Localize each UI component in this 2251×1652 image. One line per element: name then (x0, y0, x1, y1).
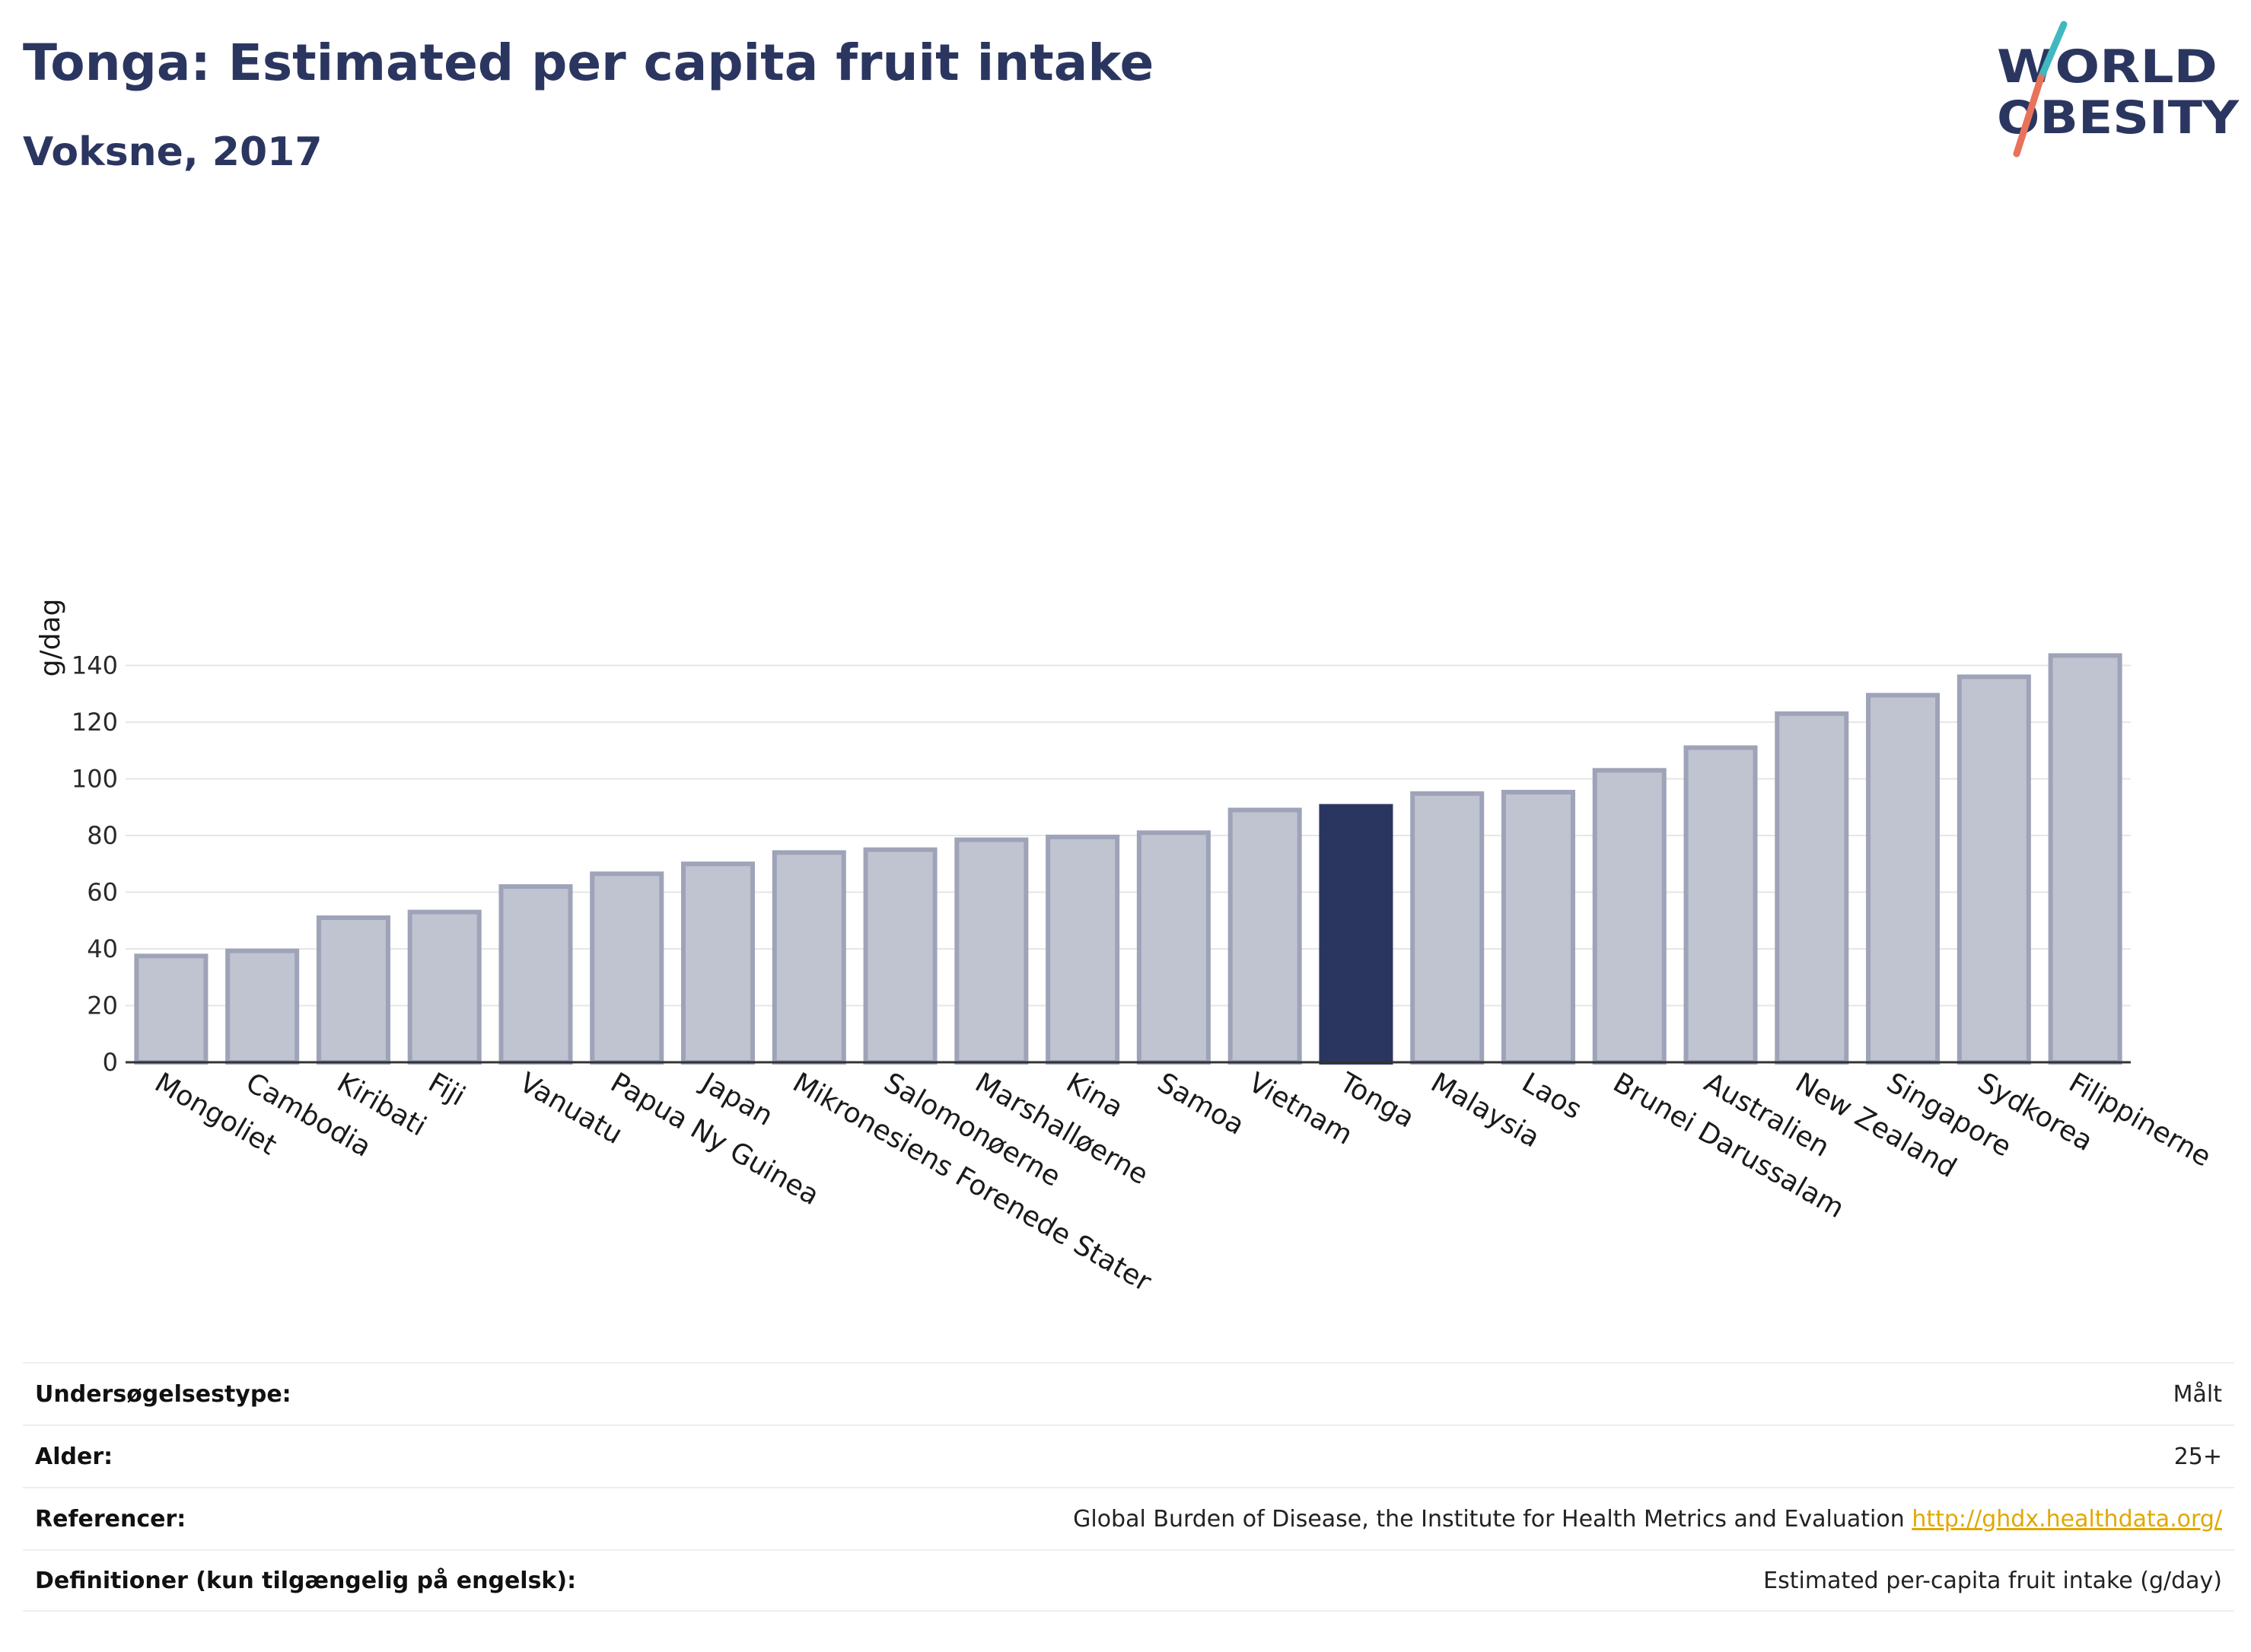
logo-line-1: WORLD (1997, 40, 2218, 94)
world-obesity-logo: WORLD OBESITY (1997, 21, 2240, 158)
info-row-references: Referencer: Global Burden of Disease, th… (23, 1487, 2234, 1549)
bar-laos (1501, 790, 1575, 1065)
x-tick-label: Kina (1061, 1067, 1128, 1124)
bar-mongoliet (134, 953, 209, 1065)
bar-fiji (407, 909, 482, 1065)
bar-new-zealand (1775, 711, 1849, 1065)
bar-tonga (1319, 804, 1393, 1065)
y-tick-label: 40 (87, 934, 118, 963)
bar-malaysia (1410, 791, 1485, 1065)
bar-samoa (1136, 830, 1211, 1065)
bar-filippinerne (2048, 653, 2122, 1065)
page-subtitle: Voksne, 2017 (23, 129, 323, 175)
info-row-age: Alder: 25+ (23, 1424, 2234, 1487)
bar-australien (1683, 745, 1758, 1065)
y-tick-label: 20 (87, 992, 118, 1020)
bar-kiribati (316, 915, 390, 1065)
bar-vietnam (1227, 807, 1302, 1065)
bar-salomonøerne (863, 847, 938, 1065)
y-tick-label: 60 (87, 878, 118, 907)
bars (134, 653, 2122, 1065)
info-value: 25+ (2173, 1443, 2222, 1470)
page-title: Tonga: Estimated per capita fruit intake (23, 33, 1154, 92)
info-row-survey-type: Undersøgelsestype: Målt (23, 1362, 2234, 1424)
bar-mikronesiens-forenede-stater (772, 850, 846, 1065)
logo-line-2: OBESITY (1997, 91, 2240, 145)
y-tick-label: 80 (87, 821, 118, 850)
bar-papua-ny-guinea (590, 871, 664, 1065)
y-tick-label: 140 (72, 651, 118, 680)
y-axis-label: g/dag (35, 599, 66, 677)
bar-japan (681, 861, 756, 1065)
info-value: Estimated per-capita fruit intake (g/day… (1763, 1567, 2222, 1594)
bar-sydkorea (1956, 674, 2031, 1065)
bar-singapore (1866, 692, 1941, 1065)
x-tick-label: Fiji (423, 1067, 470, 1112)
reference-link[interactable]: http://ghdx.healthdata.org/ (1912, 1505, 2222, 1533)
y-tick-labels: 0 20 40 60 80 100 120 140 (72, 651, 118, 1077)
logo-slash-bottom (2013, 74, 2045, 158)
y-tick-label: 0 (103, 1048, 118, 1077)
x-tick-label: Vanuatu (514, 1067, 627, 1151)
bar-brunei-darussalam (1592, 768, 1667, 1065)
y-tick-label: 120 (72, 708, 118, 737)
y-tick-label: 100 (72, 765, 118, 794)
bar-cambodia (225, 948, 300, 1065)
info-table: Undersøgelsestype: Målt Alder: 25+ Refer… (23, 1362, 2234, 1612)
x-tick-label: Vietnam (1243, 1067, 1358, 1151)
bar-marshalløerne (954, 837, 1029, 1065)
x-tick-label: Filippinerne (2064, 1067, 2217, 1173)
info-label: Referencer: (35, 1505, 186, 1533)
bar-vanuatu (498, 884, 573, 1065)
info-value-references: Global Burden of Disease, the Institute … (1073, 1506, 2222, 1533)
info-value: Målt (2173, 1380, 2222, 1408)
logo-slash-top (2037, 21, 2068, 81)
info-row-definitions: Definitioner (kun tilgængelig på engelsk… (23, 1549, 2234, 1612)
info-label: Alder: (35, 1443, 113, 1470)
info-label: Definitioner (kun tilgængelig på engelsk… (35, 1567, 577, 1594)
x-tick-label: Samoa (1152, 1067, 1250, 1141)
reference-text: Global Burden of Disease, the Institute … (1073, 1505, 1905, 1533)
bar-kina (1046, 834, 1120, 1065)
info-label: Undersøgelsestype: (35, 1380, 291, 1408)
